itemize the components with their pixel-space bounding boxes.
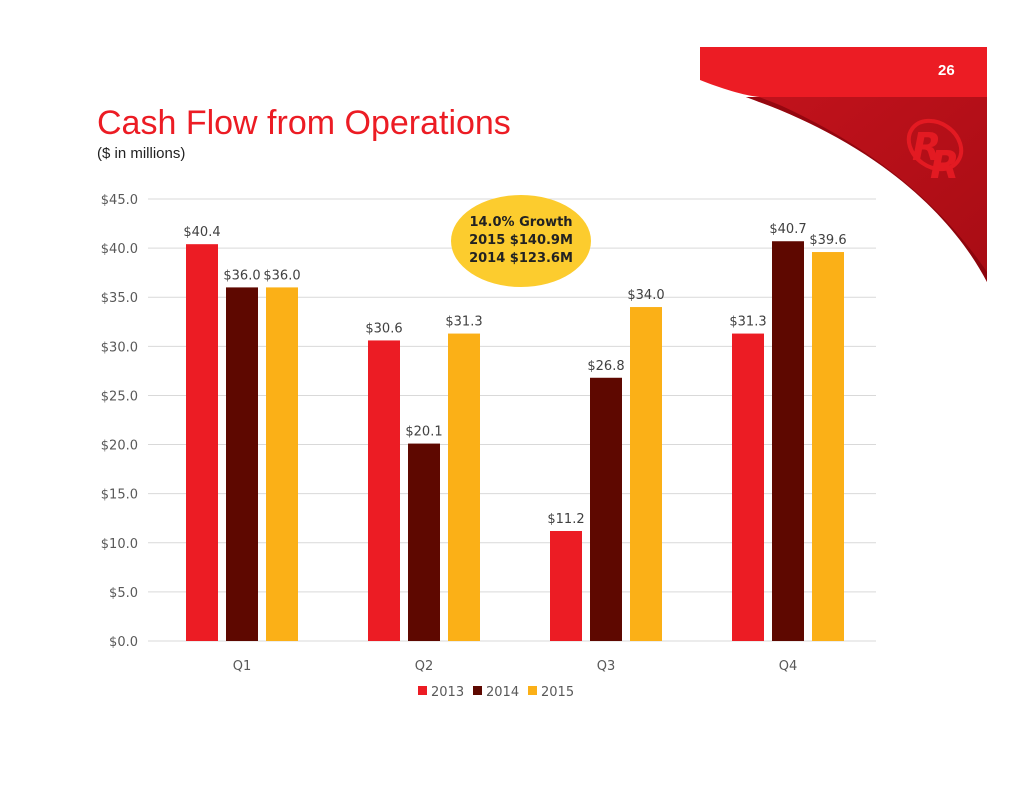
y-tick-label: $30.0	[101, 340, 138, 355]
y-tick-label: $25.0	[101, 389, 138, 404]
bar-2014-Q3	[590, 377, 622, 641]
bar-2015-Q1	[266, 287, 298, 641]
data-label: $20.1	[405, 425, 442, 440]
y-tick-label: $35.0	[101, 291, 138, 306]
y-tick-label: $10.0	[101, 537, 138, 552]
bar-2013-Q1	[186, 244, 218, 641]
data-label: $26.8	[587, 359, 624, 374]
legend-label: 2013	[431, 685, 464, 700]
x-tick-label: Q1	[233, 659, 252, 674]
bar-2015-Q4	[812, 252, 844, 642]
svg-text:R: R	[930, 143, 959, 187]
callout-line: 2014 $123.6M	[469, 251, 573, 266]
data-label: $34.0	[627, 288, 664, 303]
rr-logo: R R	[906, 118, 964, 187]
y-tick-label: $5.0	[109, 586, 138, 601]
y-tick-label: $45.0	[101, 193, 138, 208]
y-tick-label: $15.0	[101, 488, 138, 503]
bar-2014-Q2	[408, 443, 440, 641]
callout-line: 2015 $140.9M	[469, 233, 573, 248]
y-tick-label: $40.0	[101, 242, 138, 257]
bar-2015-Q3	[630, 307, 662, 641]
data-label: $36.0	[263, 268, 300, 283]
bar-2013-Q3	[550, 530, 582, 641]
data-label: $39.6	[809, 233, 846, 248]
growth-callout: 14.0% Growth 2015 $140.9M 2014 $123.6M	[451, 195, 591, 287]
bar-2014-Q1	[226, 287, 258, 641]
x-tick-label: Q3	[597, 659, 616, 674]
page-title: Cash Flow from Operations	[97, 104, 511, 142]
legend-label: 2015	[541, 685, 574, 700]
callout-line: 14.0% Growth	[469, 215, 573, 230]
legend-swatch-2013	[418, 686, 427, 695]
y-tick-label: $0.0	[109, 635, 138, 650]
page-subtitle: ($ in millions)	[97, 145, 186, 162]
x-tick-label: Q2	[415, 659, 434, 674]
data-label: $40.4	[183, 225, 220, 240]
data-label: $40.7	[769, 222, 806, 237]
data-label: $11.2	[547, 512, 584, 527]
legend-label: 2014	[486, 685, 519, 700]
data-label: $36.0	[223, 268, 260, 283]
x-tick-label: Q4	[779, 659, 798, 674]
data-label: $30.6	[365, 321, 402, 336]
bar-2015-Q2	[448, 333, 480, 641]
data-label: $31.3	[445, 315, 482, 330]
y-tick-label: $20.0	[101, 439, 138, 454]
legend-swatch-2014	[473, 686, 482, 695]
svg-text:R: R	[912, 125, 941, 169]
page-number: 26	[938, 62, 955, 79]
data-label: $31.3	[729, 315, 766, 330]
bar-2013-Q4	[732, 333, 764, 641]
bar-2014-Q4	[772, 241, 804, 642]
bar-2013-Q2	[368, 340, 400, 641]
legend-swatch-2015	[528, 686, 537, 695]
